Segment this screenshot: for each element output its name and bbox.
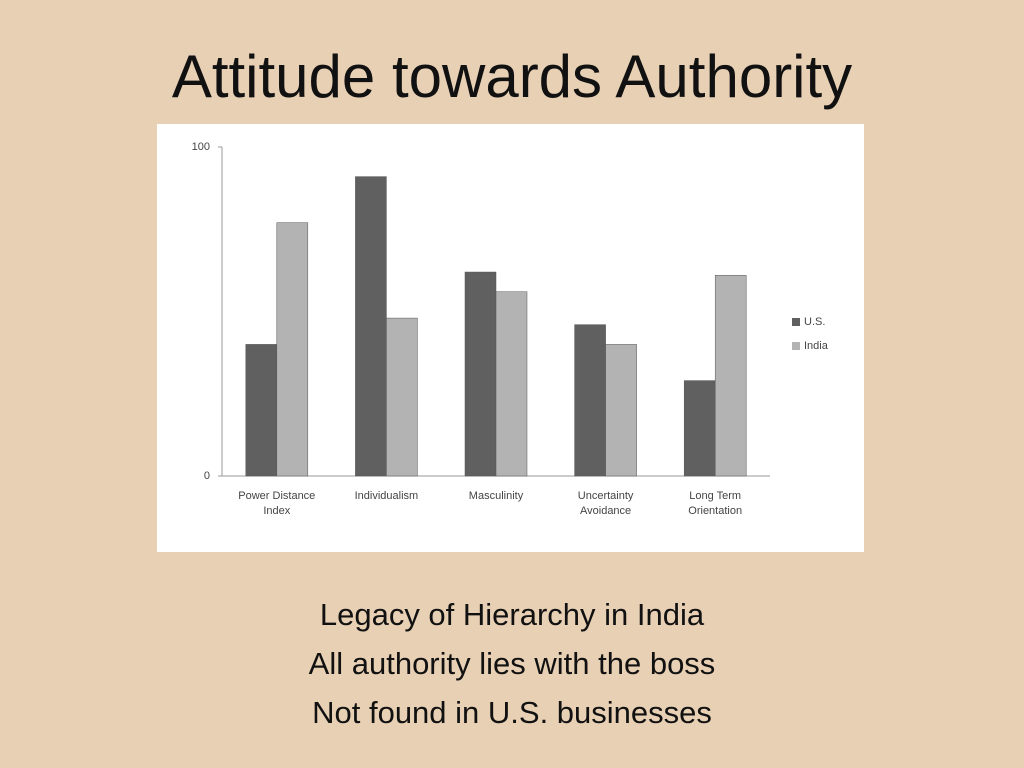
y-tick-label: 0 [204, 470, 210, 482]
chart: 0 100 Power Distance Index Individualism Mas… [157, 124, 864, 552]
bar [495, 291, 528, 477]
legend-swatch [792, 342, 800, 350]
x-tick-label-box: Masculinity [468, 490, 524, 502]
bullet: Not found in U.S. businesses [312, 695, 712, 730]
legend-label: U.S. [804, 316, 825, 328]
bar [386, 317, 418, 477]
x-tick-label: Individualism [354, 490, 419, 502]
bar [714, 275, 747, 477]
bar [245, 344, 278, 477]
bar [355, 176, 387, 477]
legend-swatch [792, 318, 800, 326]
x-tick-label: Power Distance Index [238, 490, 316, 517]
bar [574, 324, 606, 477]
bullet: Legacy of Hierarchy in India [319, 597, 705, 632]
bar [464, 271, 497, 477]
slide-title: Attitude towards Authority [171, 43, 853, 110]
bullet-list: Legacy of Hierarchy in India All authorit… [0, 590, 1024, 737]
x-tick-label-box: Long Term Orientation [688, 490, 743, 517]
x-tick-label-box: Uncertainty Avoidance [577, 490, 634, 517]
bar [683, 380, 716, 477]
bar [605, 344, 637, 477]
x-tick-label: Masculinity [468, 490, 524, 502]
bullet: All authority lies with the boss [308, 646, 716, 681]
x-tick-label-box: Power Distance Index [238, 490, 316, 517]
legend-label: India [804, 340, 829, 352]
y-tick-label: 100 [192, 141, 210, 153]
x-tick-label: Uncertainty Avoidance [577, 490, 634, 517]
bar [276, 222, 309, 477]
x-tick-label: Long Term Orientation [688, 490, 743, 517]
x-tick-label-box: Individualism [354, 490, 419, 502]
